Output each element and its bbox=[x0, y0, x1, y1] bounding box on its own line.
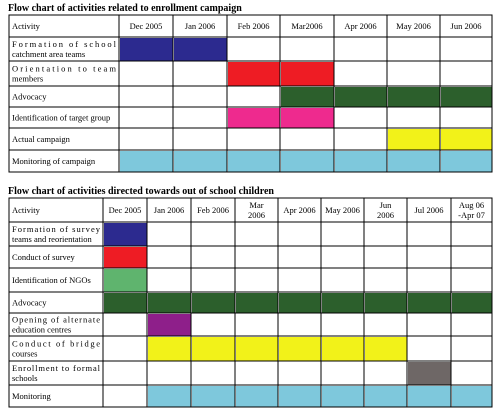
table2-bar-darkgreen bbox=[322, 293, 364, 313]
activity-label: Enrollment to formal bbox=[12, 363, 101, 373]
table2-title: Flow chart of activities directed toward… bbox=[8, 186, 274, 197]
table2-bar-darkgreen bbox=[104, 293, 147, 313]
period-header: Apr 2006 bbox=[344, 21, 376, 31]
table2-bar-blue bbox=[104, 223, 147, 246]
period-header: Feb 2006 bbox=[197, 205, 229, 215]
table-frame bbox=[8, 197, 493, 408]
table1-bar-pink bbox=[228, 108, 280, 128]
activity-label: Identification of target group bbox=[12, 113, 110, 123]
table1-bar-lightblue bbox=[120, 151, 173, 172]
activity-label: Monitoring of campaign bbox=[12, 156, 96, 166]
table2-bar-lightblue bbox=[148, 386, 191, 407]
period-header: Dec 2005 bbox=[130, 21, 163, 31]
table-frame bbox=[8, 14, 493, 173]
table1-bar-lightblue bbox=[281, 151, 334, 172]
activity-label: Opening of alternate bbox=[12, 315, 100, 325]
table2-bar-yellow bbox=[192, 337, 235, 361]
table2-bar-lightblue bbox=[279, 386, 321, 407]
table1-bar-red bbox=[228, 62, 280, 86]
activity-label: Orientation to team bbox=[12, 64, 116, 74]
table1-bar-lightblue bbox=[228, 151, 280, 172]
period-header: Dec 2005 bbox=[109, 205, 142, 215]
table1-bar-pink bbox=[281, 108, 334, 128]
activity-header: Activity bbox=[12, 21, 41, 31]
period-header: Mar2006 bbox=[291, 21, 322, 31]
activity-label: teams and reorientation bbox=[12, 234, 93, 244]
activity-label: Formation of school bbox=[12, 39, 117, 49]
table2-bar-darkgreen bbox=[279, 293, 321, 313]
activity-label: Monitoring bbox=[12, 391, 51, 401]
table2-bar-lightblue bbox=[192, 386, 235, 407]
period-header: -Apr 07 bbox=[458, 210, 485, 220]
period-header: May 2006 bbox=[325, 205, 360, 215]
table1-bar-yellow bbox=[388, 129, 440, 150]
table1-bar-red bbox=[281, 62, 334, 86]
table1-bar-yellow bbox=[441, 129, 492, 150]
table1-bar-darkgreen bbox=[281, 87, 334, 107]
table2-bar-darkgreen bbox=[452, 293, 492, 313]
table2-bar-darkgreen bbox=[408, 293, 451, 313]
table2-bar-gray bbox=[408, 362, 451, 385]
activity-label: Formation of survey bbox=[12, 224, 101, 234]
table2-bar-lightblue bbox=[365, 386, 407, 407]
table1-bar-lightblue bbox=[388, 151, 440, 172]
period-header: Mar bbox=[249, 200, 263, 210]
table2-bar-lightblue bbox=[322, 386, 364, 407]
table1-bar-lightblue bbox=[335, 151, 387, 172]
activity-label: Actual campaign bbox=[12, 134, 71, 144]
period-header: 2006 bbox=[377, 210, 394, 220]
period-header: Jan 2006 bbox=[154, 205, 184, 215]
table1-bar-darkgreen bbox=[335, 87, 387, 107]
period-header: Aug 06 bbox=[459, 200, 484, 210]
table2-bar-yellow bbox=[322, 337, 364, 361]
table2-bar-darkgreen bbox=[148, 293, 191, 313]
table1-bar-lightblue bbox=[174, 151, 227, 172]
period-header: Feb 2006 bbox=[238, 21, 270, 31]
period-header: Jun 2006 bbox=[451, 21, 482, 31]
table2-bar-darkgreen bbox=[365, 293, 407, 313]
table2-bar-yellow bbox=[236, 337, 278, 361]
activity-label: courses bbox=[12, 349, 38, 359]
table2-bar-yellow bbox=[148, 337, 191, 361]
table1-title: Flow chart of activities related to enro… bbox=[8, 3, 242, 14]
period-header: Jan 2006 bbox=[185, 21, 215, 31]
table1-bar-blue bbox=[120, 38, 173, 61]
period-header: Jul 2006 bbox=[414, 205, 443, 215]
activity-label: catchment area teams bbox=[12, 49, 85, 59]
activity-label: Conduct of survey bbox=[12, 252, 76, 262]
activity-label: schools bbox=[12, 373, 38, 383]
table1-bar-darkgreen bbox=[441, 87, 492, 107]
table2-bar-green bbox=[104, 269, 147, 292]
table2-bar-yellow bbox=[365, 337, 407, 361]
activity-label: members bbox=[12, 74, 43, 84]
activity-label: Conduct of bridge bbox=[12, 339, 100, 349]
table2-bar-purple bbox=[148, 314, 191, 336]
activity-label: Identification of NGOs bbox=[12, 275, 91, 285]
table1-bar-darkgreen bbox=[388, 87, 440, 107]
period-header: Apr 2006 bbox=[283, 205, 315, 215]
table2-bar-darkgreen bbox=[192, 293, 235, 313]
activity-header: Activity bbox=[12, 205, 41, 215]
table2-bar-red bbox=[104, 247, 147, 268]
table2-bar-lightblue bbox=[452, 386, 492, 407]
table2-bar-lightblue bbox=[236, 386, 278, 407]
activity-label: education centres bbox=[12, 325, 71, 335]
period-header: 2006 bbox=[248, 210, 265, 220]
table2-bar-lightblue bbox=[408, 386, 451, 407]
table2-bar-yellow bbox=[279, 337, 321, 361]
activity-label: Advocacy bbox=[12, 298, 47, 308]
table2-bar-darkgreen bbox=[236, 293, 278, 313]
table1-bar-blue bbox=[174, 38, 227, 61]
period-header: May 2006 bbox=[396, 21, 431, 31]
activity-label: Advocacy bbox=[12, 92, 47, 102]
period-header: Jun bbox=[380, 200, 393, 210]
table1-bar-lightblue bbox=[441, 151, 492, 172]
